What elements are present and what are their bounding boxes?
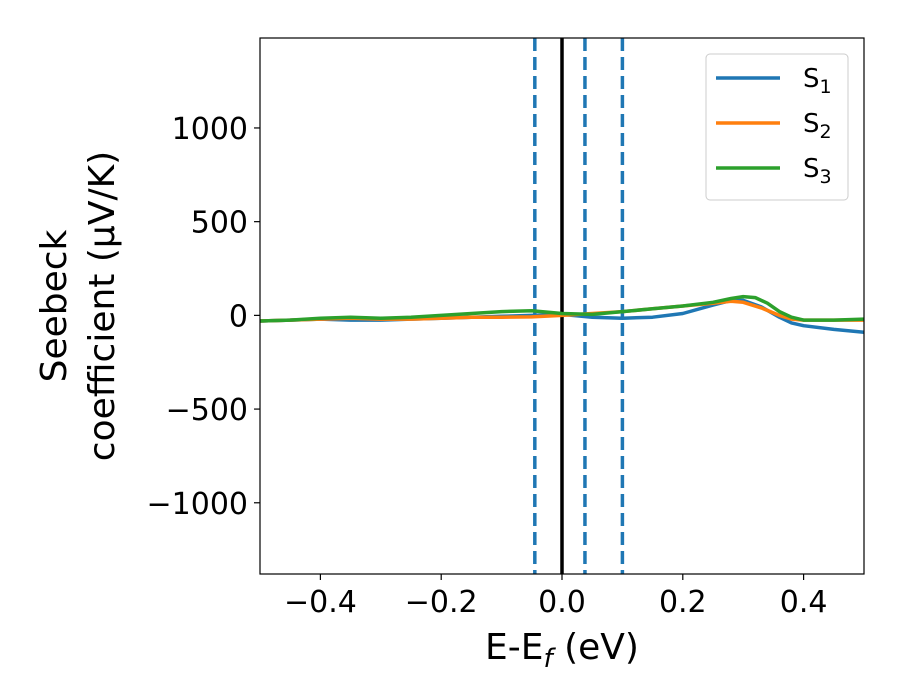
legend-item-s1: S1 [716, 64, 832, 98]
x-tick-label: −0.2 [405, 585, 478, 620]
x-axis-title: E-Ef (eV) [485, 627, 639, 674]
series-line-s3 [260, 294, 864, 323]
x-tick-label: 0.4 [780, 585, 828, 620]
series-lines [260, 294, 864, 334]
legend-label: S1 [803, 64, 832, 98]
legend-label: S2 [803, 109, 832, 143]
reference-lines [533, 38, 625, 574]
x-tick-label: −0.4 [284, 585, 357, 620]
y-tick-label: 1000 [172, 112, 248, 147]
y-axis-title-line-1: Seebeck [34, 229, 75, 382]
y-axis-title-line-2: coefficient (μV/K) [82, 151, 123, 461]
y-tick-label: −1000 [147, 487, 248, 522]
y-axis-title: Seebeck coefficient (μV/K) [34, 151, 123, 461]
x-tick-label: 0.0 [538, 585, 586, 620]
x-axis: −0.4 −0.2 0.0 0.2 0.4 [284, 574, 827, 620]
legend: S1 S2 S3 [705, 53, 849, 201]
legend-box [705, 53, 849, 201]
x-tick-label: 0.2 [659, 585, 707, 620]
legend-item-s2: S2 [716, 109, 832, 143]
y-tick-label: 500 [191, 206, 248, 241]
y-tick-label: −500 [166, 393, 248, 428]
legend-label: S3 [803, 154, 832, 188]
y-axis: −1000 −500 0 500 1000 [147, 112, 260, 522]
legend-item-s3: S3 [716, 154, 832, 188]
y-tick-label: 0 [229, 299, 248, 334]
